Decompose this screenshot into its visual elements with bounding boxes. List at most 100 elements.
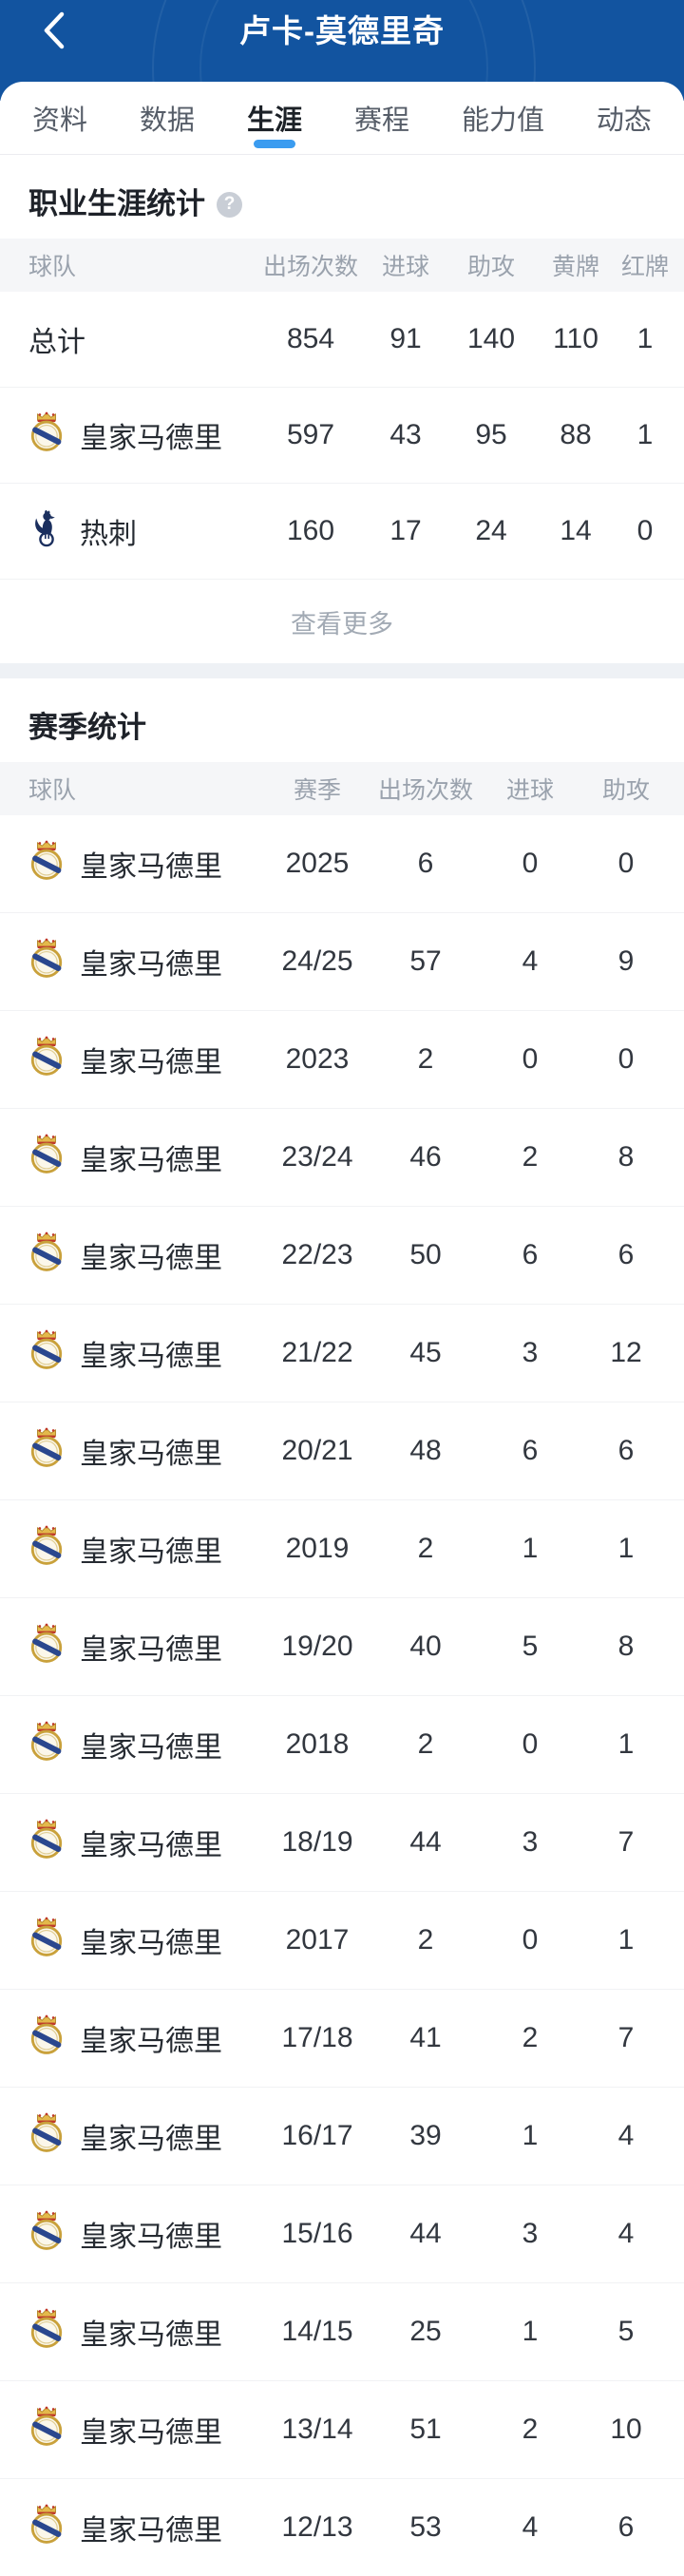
tab-career[interactable]: 生涯 bbox=[243, 82, 306, 154]
stat-assists: 10 bbox=[610, 2414, 642, 2445]
back-button[interactable] bbox=[28, 8, 78, 57]
career-header-col-1: 出场次数 bbox=[262, 254, 358, 280]
tab-schedule[interactable]: 赛程 bbox=[353, 105, 409, 136]
stat-goals: 43 bbox=[390, 419, 422, 450]
stat-red-cards: 1 bbox=[636, 419, 654, 450]
season-table-row[interactable]: 皇家马德里 16/17 39 1 4 bbox=[0, 2088, 684, 2185]
team-name: 皇家马德里 bbox=[80, 851, 222, 883]
season-table: 皇家马德里 2025 6 0 0 皇家马德里 24/25 57 4 9 皇家马德里 2023 2 0 0 皇家… bbox=[0, 815, 684, 2576]
season-table-row[interactable]: 皇家马德里 18/19 44 3 7 bbox=[0, 1794, 684, 1892]
season-label: 15/16 bbox=[281, 2218, 353, 2249]
stat-assists: 0 bbox=[618, 848, 635, 879]
season-table-row[interactable]: 皇家马德里 23/24 46 2 8 bbox=[0, 1109, 684, 1207]
team-name: 皇家马德里 bbox=[80, 1634, 222, 1666]
stat-assists: 5 bbox=[618, 2316, 635, 2347]
stat-red-cards: 0 bbox=[636, 515, 654, 546]
team-cell: 皇家马德里 bbox=[28, 1427, 264, 1475]
real-madrid-crest-icon bbox=[28, 1134, 65, 1181]
season-table-row[interactable]: 皇家马德里 17/18 41 2 7 bbox=[0, 1990, 684, 2088]
tab-profile[interactable]: 资料 bbox=[32, 105, 88, 136]
career-table-row[interactable]: 皇家马德里 597 43 95 88 1 bbox=[0, 388, 684, 484]
season-table-row[interactable]: 皇家马德里 13/14 51 2 10 bbox=[0, 2381, 684, 2479]
tab-data[interactable]: 数据 bbox=[139, 105, 195, 136]
team-name: 皇家马德里 bbox=[80, 1536, 222, 1568]
real-madrid-crest-icon bbox=[28, 1036, 65, 1083]
stat-goals: 1 bbox=[522, 2316, 539, 2347]
stat-goals: 4 bbox=[522, 945, 539, 977]
view-more-button[interactable]: 查看更多 bbox=[291, 609, 393, 639]
stat-assists: 6 bbox=[618, 1239, 635, 1270]
stat-assists: 24 bbox=[475, 515, 507, 546]
team-name: 皇家马德里 bbox=[80, 1145, 222, 1176]
season-table-row[interactable]: 皇家马德里 21/22 45 3 12 bbox=[0, 1305, 684, 1402]
team-cell: 皇家马德里 bbox=[28, 2112, 264, 2160]
real-madrid-crest-icon bbox=[28, 2112, 65, 2160]
stat-assists: 12 bbox=[610, 1337, 642, 1368]
team-cell: 皇家马德里 bbox=[28, 2210, 264, 2258]
stat-appearances: 53 bbox=[409, 2511, 442, 2543]
stat-appearances: 48 bbox=[409, 1435, 442, 1466]
tab-rating[interactable]: 能力值 bbox=[461, 105, 544, 136]
season-label: 2017 bbox=[285, 1924, 350, 1956]
content-card: 资料 数据 生涯 赛程 能力值 动态 职业生涯统计 ? 球队 出场次数 进球 助攻 黄牌 红牌 总计… bbox=[0, 82, 684, 2576]
real-madrid-crest-icon bbox=[28, 2210, 65, 2258]
real-madrid-crest-icon bbox=[28, 1623, 65, 1670]
stat-appearances: 41 bbox=[409, 2022, 442, 2053]
page-title: 卢卡-莫德里奇 bbox=[239, 13, 445, 48]
question-mark-icon[interactable]: ? bbox=[217, 191, 242, 218]
season-table-row[interactable]: 皇家马德里 2023 2 0 0 bbox=[0, 1011, 684, 1109]
season-section-header: 赛季统计 bbox=[0, 678, 684, 762]
season-table-row[interactable]: 皇家马德里 14/15 25 1 5 bbox=[0, 2283, 684, 2381]
stat-appearances: 2 bbox=[417, 1728, 434, 1760]
team-cell: 皇家马德里 bbox=[28, 1525, 264, 1573]
stat-appearances: 6 bbox=[417, 848, 434, 879]
stat-appearances: 44 bbox=[409, 1826, 442, 1858]
season-label: 21/22 bbox=[281, 1337, 353, 1368]
team-cell: 皇家马德里 bbox=[28, 1036, 264, 1083]
season-table-row[interactable]: 皇家马德里 15/16 44 3 4 bbox=[0, 2185, 684, 2283]
season-header-col-0: 球队 bbox=[28, 777, 77, 804]
season-table-row[interactable]: 皇家马德里 19/20 40 5 8 bbox=[0, 1598, 684, 1696]
season-table-row[interactable]: 皇家马德里 22/23 50 6 6 bbox=[0, 1207, 684, 1305]
real-madrid-crest-icon bbox=[28, 1917, 65, 1964]
team-cell: 皇家马德里 bbox=[28, 1819, 264, 1866]
team-name: 皇家马德里 bbox=[80, 2026, 222, 2057]
season-table-row[interactable]: 皇家马德里 24/25 57 4 9 bbox=[0, 913, 684, 1011]
tab-bar: 资料 数据 生涯 赛程 能力值 动态 bbox=[0, 82, 684, 154]
team-cell: 皇家马德里 bbox=[28, 2308, 264, 2356]
career-table-row[interactable]: 热刺 160 17 24 14 0 bbox=[0, 484, 684, 580]
team-name: 皇家马德里 bbox=[80, 2124, 222, 2155]
team-name: 皇家马德里 bbox=[80, 2319, 222, 2351]
tab-news[interactable]: 动态 bbox=[596, 105, 652, 136]
career-header-col-2: 进球 bbox=[381, 254, 429, 280]
season-table-row[interactable]: 皇家马德里 2025 6 0 0 bbox=[0, 815, 684, 913]
season-table-row[interactable]: 皇家马德里 2019 2 1 1 bbox=[0, 1500, 684, 1598]
season-label: 2025 bbox=[285, 848, 350, 879]
season-table-row[interactable]: 皇家马德里 20/21 48 6 6 bbox=[0, 1402, 684, 1500]
season-table-row[interactable]: 皇家马德里 12/13 53 4 6 bbox=[0, 2479, 684, 2576]
team-name: 皇家马德里 bbox=[80, 1243, 222, 1274]
stat-assists: 8 bbox=[618, 1141, 635, 1173]
team-cell: 皇家马德里 bbox=[28, 1917, 264, 1964]
stat-goals: 3 bbox=[522, 2218, 539, 2249]
team-name: 皇家马德里 bbox=[80, 1732, 222, 1764]
chevron-left-icon bbox=[41, 10, 66, 55]
season-table-row[interactable]: 皇家马德里 2017 2 0 1 bbox=[0, 1892, 684, 1990]
season-table-row[interactable]: 皇家马德里 2018 2 0 1 bbox=[0, 1696, 684, 1794]
section-separator bbox=[0, 663, 684, 678]
real-madrid-crest-icon bbox=[28, 2406, 65, 2453]
season-label: 12/13 bbox=[281, 2511, 353, 2543]
real-madrid-crest-icon bbox=[28, 2504, 65, 2551]
stat-appearances: 44 bbox=[409, 2218, 442, 2249]
stat-appearances: 160 bbox=[286, 515, 335, 546]
header-watermark bbox=[152, 0, 536, 101]
stat-assists: 8 bbox=[618, 1631, 635, 1662]
stat-appearances: 40 bbox=[409, 1631, 442, 1662]
team-name: 皇家马德里 bbox=[80, 1341, 222, 1372]
season-table-header: 球队 赛季 出场次数 进球 助攻 bbox=[0, 762, 684, 815]
stat-goals: 0 bbox=[522, 848, 539, 879]
stat-assists: 95 bbox=[475, 419, 507, 450]
season-label: 18/19 bbox=[281, 1826, 353, 1858]
season-label: 14/15 bbox=[281, 2316, 353, 2347]
